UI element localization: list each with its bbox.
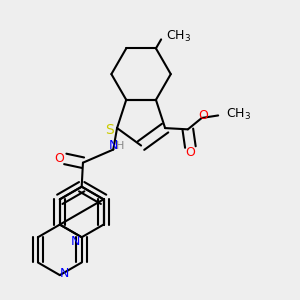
Text: O: O [54,152,64,165]
Text: N: N [71,235,80,248]
Text: O: O [185,146,195,159]
Text: CH$_3$: CH$_3$ [226,107,252,122]
Text: S: S [105,124,114,137]
Text: O: O [198,109,208,122]
Text: N: N [109,139,118,152]
Text: H: H [116,141,124,151]
Text: CH$_3$: CH$_3$ [166,29,191,44]
Text: N: N [60,267,69,280]
